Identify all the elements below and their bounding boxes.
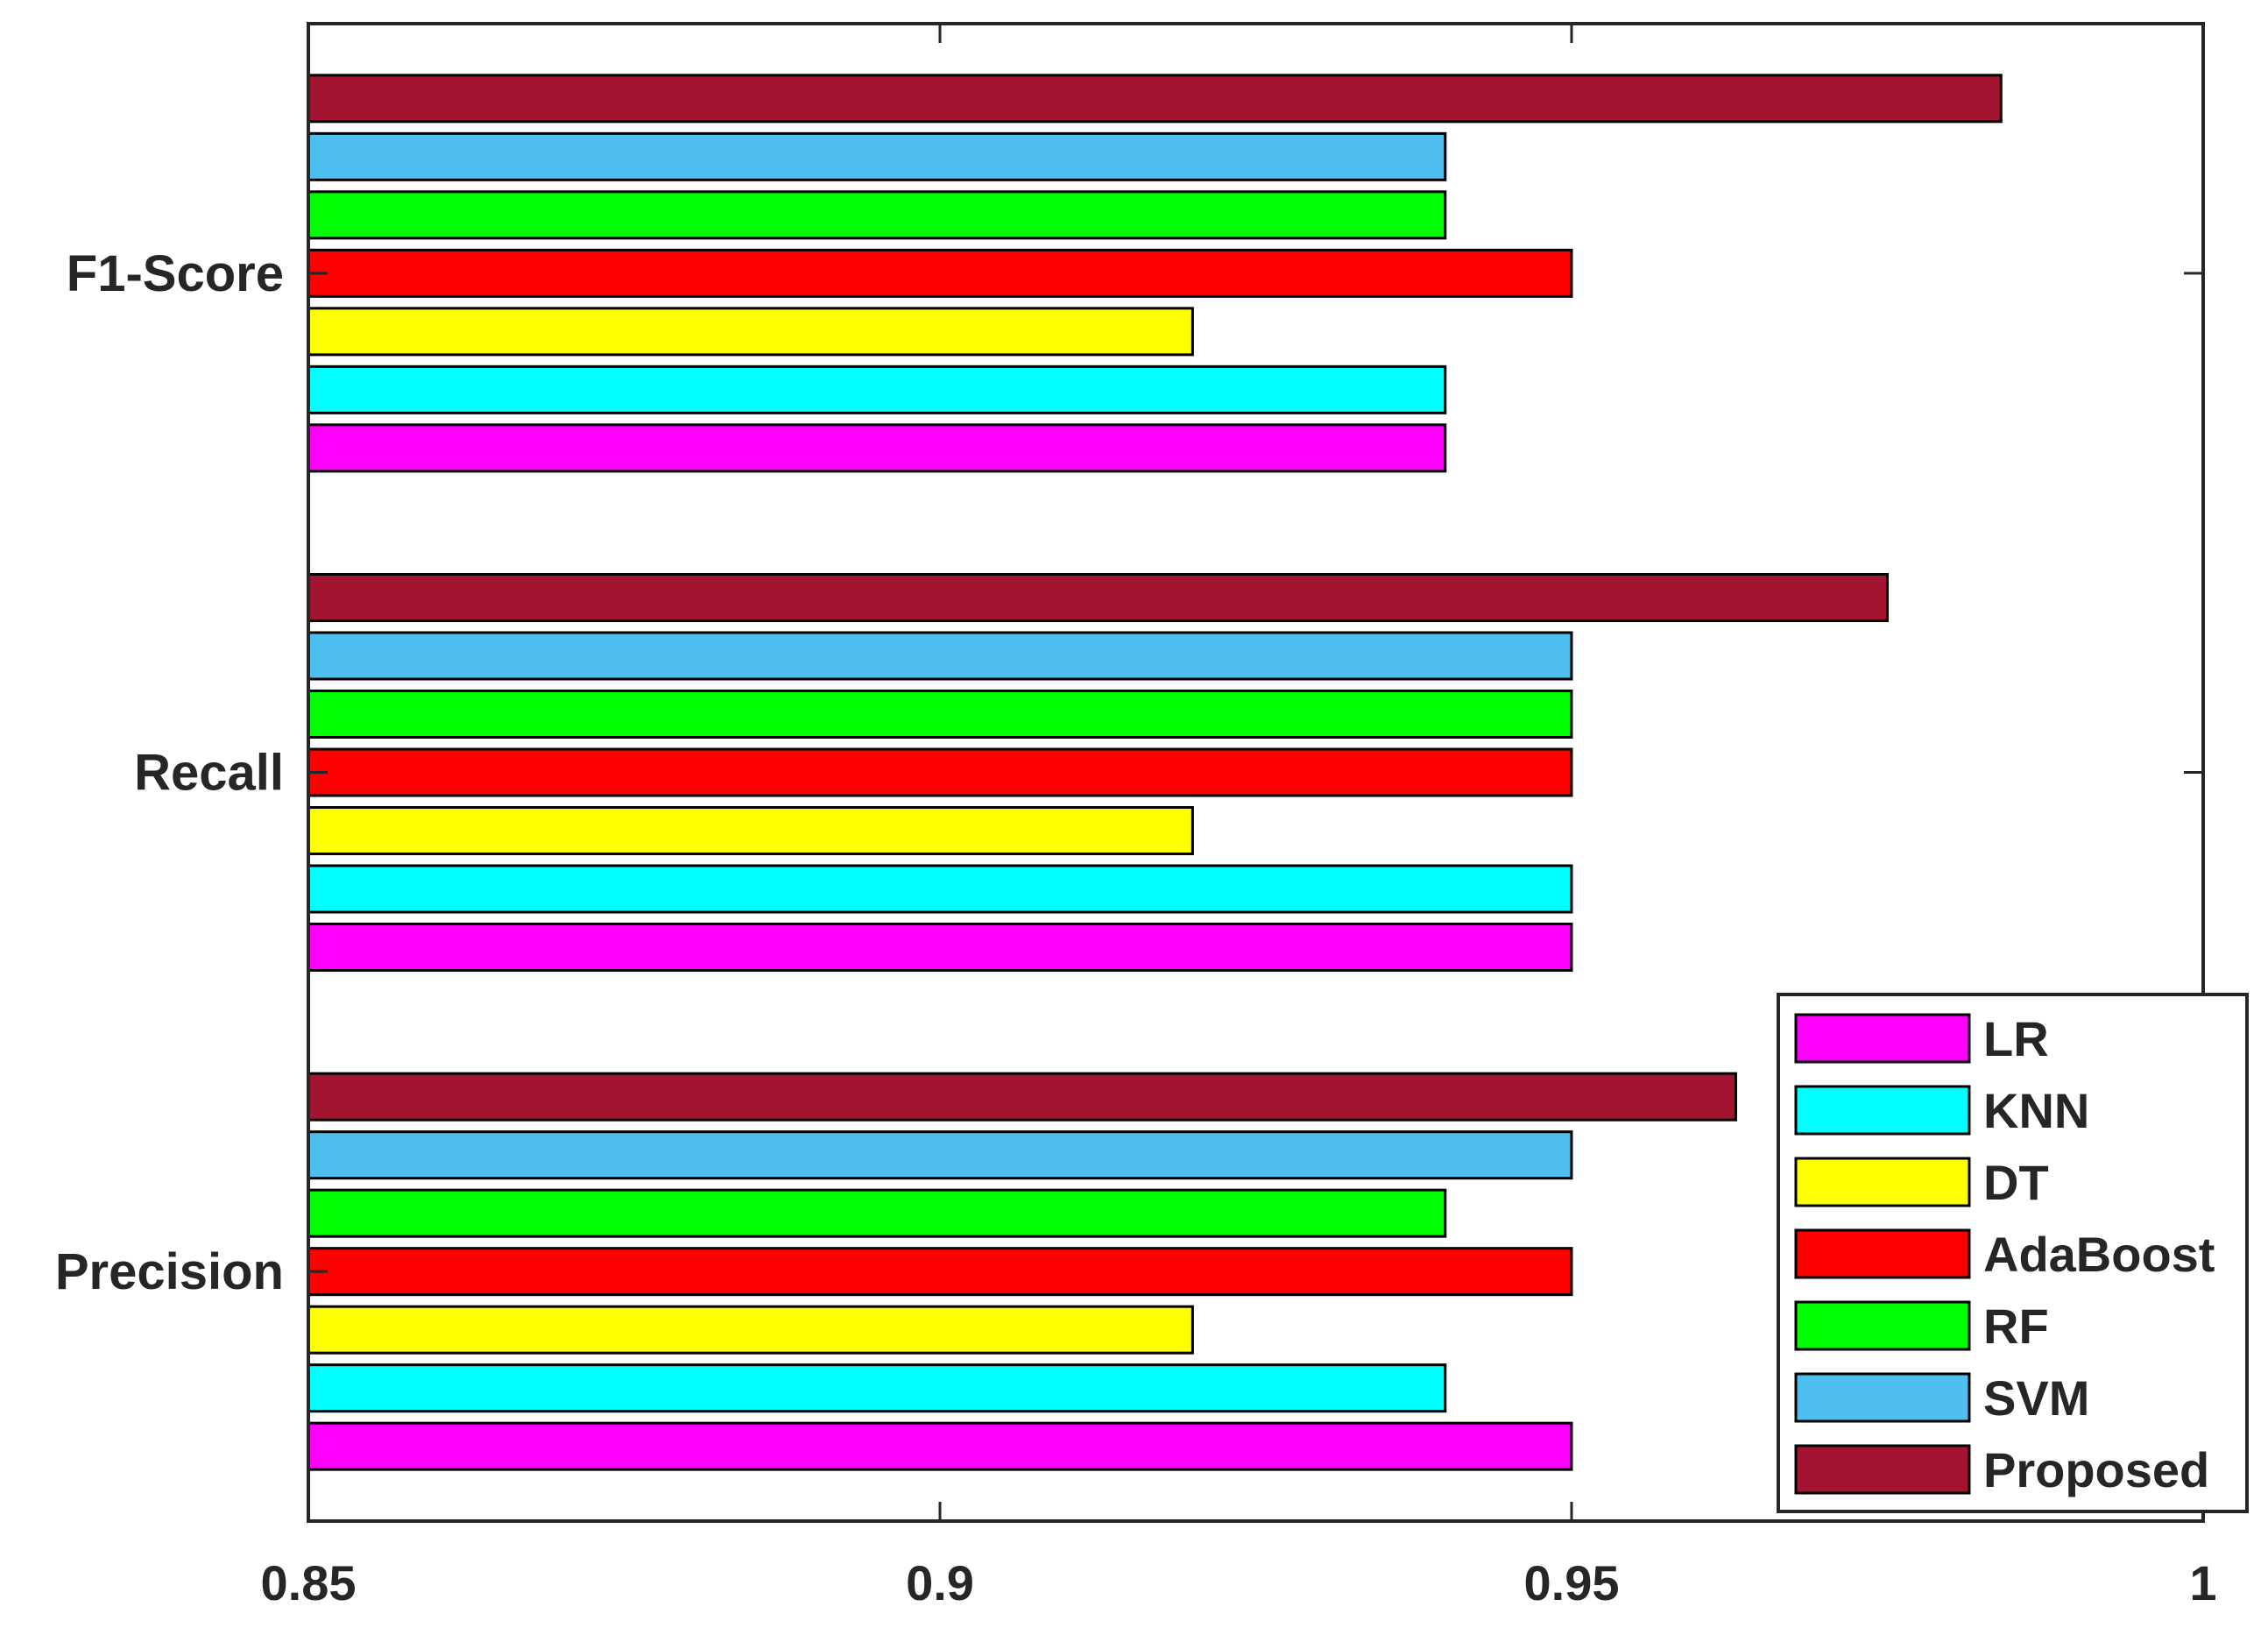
legend-label-adaboost: AdaBoost — [1983, 1227, 2215, 1282]
legend-swatch-proposed — [1794, 1444, 1971, 1495]
bar-precision-knn — [307, 1363, 1447, 1413]
bar-f1-score-knn — [307, 365, 1447, 414]
x-tick-label: 0.95 — [1524, 1555, 1620, 1610]
bar-f1-score-svm — [307, 131, 1447, 181]
bar-f1-score-adaboost — [307, 248, 1573, 298]
bar-recall-knn — [307, 864, 1573, 914]
bar-recall-dt — [307, 806, 1194, 855]
legend-label-rf: RF — [1983, 1299, 2049, 1354]
legend-label-svm: SVM — [1983, 1370, 2089, 1426]
bar-recall-lr — [307, 923, 1573, 972]
legend-swatch-svm — [1794, 1372, 1971, 1423]
category-label-f1-score: F1-Score — [67, 245, 284, 302]
bar-precision-svm — [307, 1130, 1573, 1180]
bar-precision-rf — [307, 1188, 1447, 1238]
bar-precision-proposed — [307, 1072, 1737, 1122]
legend-swatch-dt — [1794, 1157, 1971, 1207]
legend-swatch-adaboost — [1794, 1228, 1971, 1279]
labels-layer: Precision Recall F1-Score 0.85 0.9 0.95 1 — [55, 245, 2217, 1610]
bars-layer — [307, 74, 2003, 1471]
x-tick-label: 0.9 — [906, 1555, 974, 1610]
x-tick-label: 1 — [2189, 1555, 2216, 1610]
bar-precision-adaboost — [307, 1247, 1573, 1297]
legend-label-proposed: Proposed — [1983, 1442, 2209, 1497]
bar-precision-dt — [307, 1305, 1194, 1355]
legend-label-dt: DT — [1983, 1155, 2049, 1210]
legend-swatch-rf — [1794, 1300, 1971, 1351]
legend-swatch-lr — [1794, 1013, 1971, 1064]
bar-f1-score-lr — [307, 423, 1447, 473]
bar-recall-rf — [307, 690, 1573, 739]
legend-swatch-knn — [1794, 1085, 1971, 1136]
bar-f1-score-rf — [307, 190, 1447, 240]
category-label-recall: Recall — [134, 745, 284, 802]
bar-f1-score-proposed — [307, 74, 2003, 124]
bar-precision-lr — [307, 1421, 1573, 1471]
legend-label-knn: KNN — [1983, 1083, 2089, 1138]
legend-label-lr: LR — [1983, 1011, 2049, 1066]
category-label-precision: Precision — [55, 1243, 284, 1300]
bar-f1-score-dt — [307, 307, 1194, 357]
bar-recall-adaboost — [307, 747, 1573, 797]
bar-recall-svm — [307, 631, 1573, 681]
x-tick-label: 0.85 — [261, 1555, 357, 1610]
legend: LR KNN DT AdaBoost RF SVM Proposed — [1777, 993, 2249, 1513]
bar-recall-proposed — [307, 573, 1889, 622]
